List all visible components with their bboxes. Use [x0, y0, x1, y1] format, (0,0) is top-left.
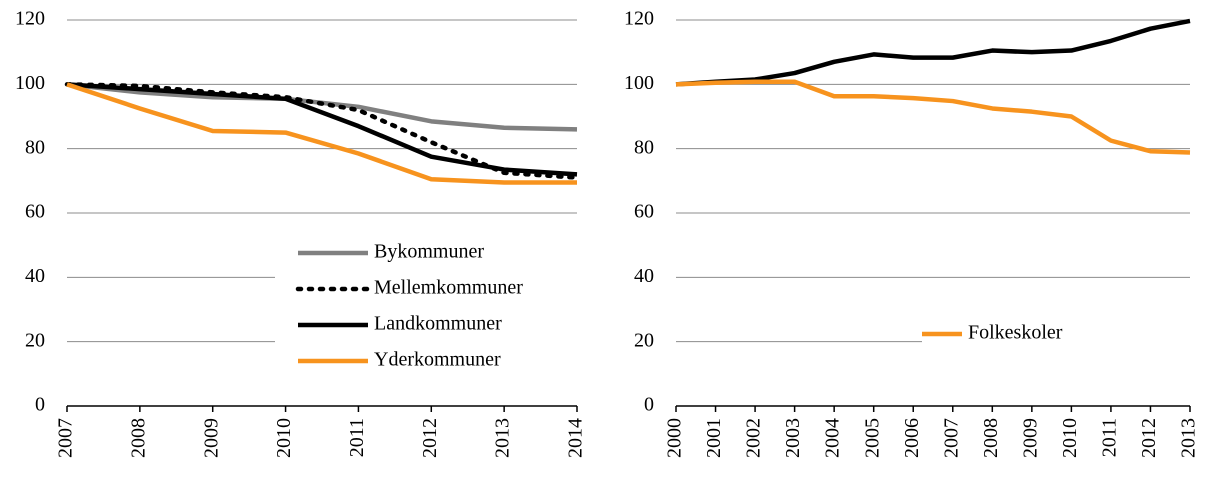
x-tick-label: 2001 — [703, 418, 725, 458]
x-tick-label: 2013 — [1178, 418, 1200, 458]
y-tick-label: 100 — [624, 72, 654, 94]
x-tick-label: 2007 — [55, 418, 77, 458]
x-tick-label: 2004 — [822, 418, 844, 458]
legend-label: Mellemkommuner — [374, 277, 523, 299]
x-tick-label: 2006 — [901, 418, 923, 458]
x-tick-label: 2011 — [346, 418, 368, 457]
x-tick-label: 2014 — [565, 418, 587, 458]
x-tick-label: 2008 — [980, 418, 1002, 458]
legend-label: Bykommuner — [374, 241, 484, 263]
x-tick-label: 2007 — [940, 418, 962, 458]
y-tick-label: 20 — [25, 329, 45, 351]
x-tick-label: 2010 — [1059, 418, 1081, 458]
y-tick-label: 40 — [25, 265, 45, 287]
y-tick-label: 120 — [15, 8, 45, 30]
x-tick-label: 2010 — [273, 418, 295, 458]
x-tick-label: 2011 — [1099, 418, 1121, 457]
series-line — [675, 18, 1191, 87]
x-tick-label: 2012 — [1138, 418, 1160, 458]
x-tick-label: 2000 — [664, 418, 686, 458]
x-tick-label: 2009 — [1019, 418, 1041, 458]
series-line — [675, 79, 1191, 155]
legend-label: Folkeskoler — [968, 322, 1063, 344]
series-line — [66, 82, 578, 177]
y-tick-label: 80 — [25, 136, 45, 158]
x-tick-label: 2008 — [127, 418, 149, 458]
legend-background — [922, 315, 1190, 353]
y-tick-label: 120 — [624, 8, 654, 30]
x-tick-label: 2009 — [200, 418, 222, 458]
x-tick-label: 2013 — [492, 418, 514, 458]
y-tick-label: 0 — [35, 394, 45, 416]
y-tick-label: 60 — [634, 201, 654, 223]
series-line — [66, 82, 577, 185]
y-tick-label: 40 — [634, 265, 654, 287]
x-tick-label: 2005 — [861, 418, 883, 458]
y-tick-label: 100 — [15, 72, 45, 94]
y-tick-label: 20 — [634, 329, 654, 351]
x-tick-label: 2012 — [419, 418, 441, 458]
x-tick-label: 2002 — [743, 418, 765, 458]
series-line — [64, 82, 580, 180]
legend-label: Yderkommuner — [374, 349, 501, 371]
y-tick-label: 80 — [634, 136, 654, 158]
y-tick-label: 60 — [25, 201, 45, 223]
x-tick-label: 2003 — [782, 418, 804, 458]
legend-label: Landkommuner — [374, 313, 502, 335]
y-tick-label: 0 — [644, 394, 654, 416]
